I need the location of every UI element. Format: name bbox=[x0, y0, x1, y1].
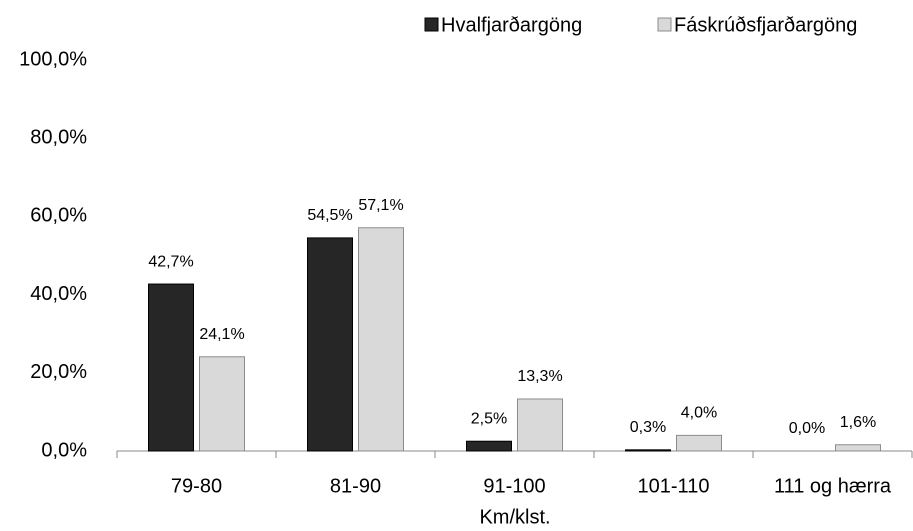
x-axis-label: Km/klst. bbox=[479, 506, 550, 528]
value-label: 0,3% bbox=[630, 419, 666, 436]
y-tick-label: 100,0% bbox=[19, 48, 87, 70]
y-tick-label: 0,0% bbox=[41, 439, 87, 461]
x-tick-label: 79-80 bbox=[171, 475, 222, 497]
x-tick-label: 111 og hærra bbox=[774, 475, 892, 497]
value-label: 1,6% bbox=[840, 414, 876, 431]
bar bbox=[307, 237, 353, 452]
y-tick-label: 40,0% bbox=[30, 283, 87, 305]
value-label: 0,0% bbox=[789, 420, 825, 437]
x-tick-label: 101-110 bbox=[638, 475, 710, 497]
value-label: 24,1% bbox=[199, 326, 244, 343]
value-label: 13,3% bbox=[517, 368, 562, 385]
value-label: 2,5% bbox=[471, 410, 507, 427]
bar bbox=[358, 227, 404, 452]
legend-swatch bbox=[424, 17, 439, 32]
legend-label: Hvalfjarðargöng bbox=[441, 14, 582, 36]
y-tick-label: 80,0% bbox=[30, 126, 87, 148]
legend-label: Fáskrúðsfjarðargöng bbox=[674, 14, 857, 36]
bar bbox=[199, 356, 245, 452]
value-label: 4,0% bbox=[681, 405, 717, 422]
x-tick-label: 91-100 bbox=[483, 475, 545, 497]
bar bbox=[517, 398, 563, 452]
value-label: 54,5% bbox=[307, 207, 352, 224]
bar bbox=[676, 434, 722, 452]
x-tick-label: 81-90 bbox=[330, 475, 381, 497]
bar bbox=[835, 444, 881, 452]
bar bbox=[466, 440, 512, 452]
legend-swatch bbox=[657, 17, 672, 32]
bar bbox=[148, 283, 194, 452]
value-label: 57,1% bbox=[358, 197, 403, 214]
bar bbox=[625, 449, 671, 452]
y-tick-label: 20,0% bbox=[30, 361, 87, 383]
value-label: 42,7% bbox=[148, 253, 193, 270]
y-tick-label: 60,0% bbox=[30, 205, 87, 227]
